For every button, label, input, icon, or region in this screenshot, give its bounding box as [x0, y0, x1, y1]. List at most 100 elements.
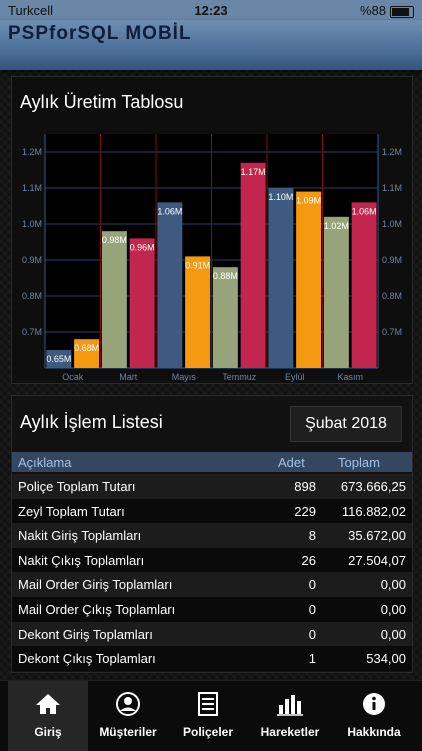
- row-name: Nakit Çıkış Toplamları: [18, 552, 145, 568]
- table-row[interactable]: Nakit Çıkış Toplamları 26 27.504,07: [12, 547, 412, 573]
- bar-value-label: 1.06M: [157, 206, 182, 216]
- tab-giris[interactable]: Giriş: [8, 681, 88, 751]
- row-adet: 26: [301, 552, 316, 568]
- tab-musteriler[interactable]: Müşteriler: [88, 681, 168, 751]
- bar-nisan: [129, 238, 155, 368]
- row-toplam: 673.666,25: [340, 479, 406, 494]
- period-selector-button[interactable]: Şubat 2018: [290, 406, 402, 442]
- row-adet: 898: [294, 479, 316, 494]
- x-tick-label: Ocak: [62, 372, 84, 382]
- bar-mayıs: [157, 202, 183, 368]
- y-tick-label-right: 0.8M: [382, 291, 402, 301]
- row-toplam: 0,00: [380, 577, 406, 593]
- app-header: PSPforSQL MOBİL: [0, 20, 422, 70]
- row-adet: 0: [308, 601, 316, 617]
- table-header: Açıklama Adet Toplam: [12, 452, 412, 472]
- row-name: Mail Order Çıkış Toplamları: [18, 601, 176, 617]
- bar-mart: [101, 231, 127, 368]
- row-name: Dekont Giriş Toplamları: [18, 626, 153, 642]
- x-tick-label: Mart: [119, 372, 137, 382]
- row-name: Nakit Giriş Toplamları: [18, 528, 142, 544]
- table-row[interactable]: Dekont Çıkış Toplamları 1 534,00: [12, 646, 412, 671]
- column-header-adet: Adet: [278, 455, 305, 470]
- x-tick-label: Temmuz: [222, 372, 257, 382]
- battery-indicator: %88: [360, 3, 414, 18]
- y-tick-label-left: 1.1M: [22, 183, 42, 193]
- bottom-tab-bar: Giriş Müşteriler Poliçeler Hareketler Ha…: [0, 680, 422, 751]
- y-tick-label-left: 0.8M: [22, 291, 42, 301]
- row-toplam: 35.672,00: [348, 528, 406, 544]
- bar-eylül: [268, 188, 294, 368]
- row-toplam: 0,00: [380, 626, 406, 642]
- row-adet: 0: [308, 577, 316, 593]
- bar-value-label: 1.17M: [241, 167, 266, 177]
- y-tick-label-right: 1.1M: [382, 183, 402, 193]
- bar-kasım: [323, 216, 349, 368]
- info-icon: [363, 693, 385, 715]
- bar-şubat: [74, 339, 100, 368]
- home-icon: [36, 694, 60, 714]
- x-tick-label: Eylül: [285, 372, 305, 382]
- tab-label: Hareketler: [260, 725, 320, 739]
- bar-aralık: [351, 202, 377, 368]
- y-tick-label-left: 1.2M: [22, 147, 42, 157]
- row-name: Dekont Çıkış Toplamları: [18, 651, 156, 667]
- bar-temmuz: [212, 267, 238, 368]
- bar-value-label: 1.09M: [296, 196, 321, 206]
- column-header-toplam: Toplam: [338, 455, 380, 470]
- tab-hakkinda[interactable]: Hakkında: [334, 681, 414, 751]
- list-title: Aylık İşlem Listesi: [20, 412, 163, 432]
- row-toplam: 27.504,07: [348, 552, 406, 568]
- y-tick-label-left: 1.0M: [22, 219, 42, 229]
- row-adet: 8: [308, 528, 316, 544]
- user-icon: [116, 692, 140, 716]
- bar-value-label: 0.65M: [46, 354, 71, 364]
- bar-ekim: [296, 191, 322, 368]
- table-row[interactable]: Poliçe Toplam Tutarı 898 673.666,25: [12, 474, 412, 499]
- column-header-aciklama: Açıklama: [18, 455, 72, 470]
- y-tick-label-right: 1.2M: [382, 147, 402, 157]
- production-chart-panel: Aylık Üretim Tablosu 0.7M 0.7M 0.8M 0.8M 0.9…: [11, 76, 413, 384]
- battery-icon: [390, 5, 414, 18]
- bar-value-label: 1.10M: [268, 192, 293, 202]
- tab-label: Müşteriler: [99, 725, 157, 739]
- status-bar: Turkcell 12:23 %88: [0, 0, 422, 20]
- app-title: PSPforSQL MOBİL: [8, 23, 192, 44]
- transaction-rows: Poliçe Toplam Tutarı 898 673.666,25 Zeyl T…: [12, 474, 412, 671]
- bar-value-label: 1.02M: [324, 221, 349, 231]
- y-tick-label-right: 0.7M: [382, 327, 402, 337]
- bar-ocak: [46, 350, 72, 368]
- bar-haziran: [185, 256, 211, 368]
- table-row[interactable]: Mail Order Çıkış Toplamları 0 0,00: [12, 596, 412, 622]
- table-row[interactable]: Dekont Giriş Toplamları 0 0,00: [12, 621, 412, 647]
- table-row[interactable]: Nakit Giriş Toplamları 8 35.672,00: [12, 523, 412, 548]
- y-tick-label-right: 0.9M: [382, 255, 402, 265]
- table-row[interactable]: Zeyl Toplam Tutarı 229 116.882,02: [12, 498, 412, 524]
- x-tick-label: Mayıs: [172, 372, 197, 382]
- y-tick-label-left: 0.7M: [22, 327, 42, 337]
- row-name: Mail Order Giriş Toplamları: [18, 577, 173, 593]
- row-adet: 1: [308, 651, 316, 667]
- row-toplam: 534,00: [366, 651, 406, 667]
- tab-label: Hakkında: [347, 725, 401, 739]
- chart-title: Aylık Üretim Tablosu: [20, 92, 184, 112]
- tab-hareketler[interactable]: Hareketler: [250, 681, 330, 751]
- bar-value-label: 0.88M: [213, 271, 238, 281]
- row-adet: 0: [308, 626, 316, 642]
- table-row[interactable]: Mail Order Giriş Toplamları 0 0,00: [12, 572, 412, 597]
- transaction-list-panel: Aylık İşlem Listesi Şubat 2018 Açıklama …: [11, 395, 413, 673]
- bar-value-label: 0.98M: [102, 235, 127, 245]
- tab-policeler[interactable]: Poliçeler: [168, 681, 248, 751]
- row-name: Poliçe Toplam Tutarı: [18, 479, 136, 494]
- bar-value-label: 0.68M: [74, 343, 99, 353]
- bar-ağustos: [240, 162, 266, 368]
- tab-label: Poliçeler: [182, 725, 234, 739]
- row-name: Zeyl Toplam Tutarı: [18, 503, 125, 519]
- row-adet: 229: [294, 503, 316, 519]
- bar-value-label: 1.06M: [352, 206, 377, 216]
- clock: 12:23: [194, 3, 228, 18]
- y-tick-label-left: 0.9M: [22, 255, 42, 265]
- tab-label: Giriş: [34, 725, 62, 739]
- battery-label: %88: [359, 3, 386, 18]
- y-tick-label-right: 1.0M: [382, 219, 402, 229]
